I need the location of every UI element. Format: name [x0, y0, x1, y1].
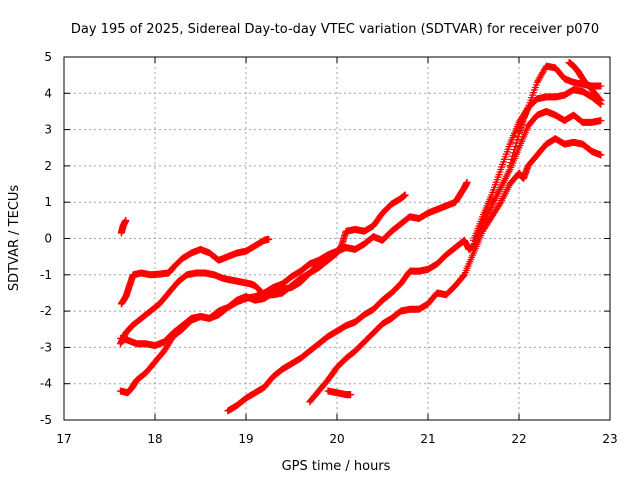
chart-title: Day 195 of 2025, Sidereal Day-to-day VTE… [71, 22, 599, 37]
x-tick-labels: 17 18 19 20 21 22 23 [56, 432, 617, 446]
y-tick-label: -3 [40, 340, 52, 354]
x-tick-label: 20 [329, 432, 344, 446]
x-tick-label: 21 [420, 432, 435, 446]
data-point [509, 152, 517, 160]
x-tick-label: 22 [511, 432, 526, 446]
series-track-8 [324, 387, 355, 399]
data-points [116, 58, 605, 415]
y-tick-labels: -5 -4 -3 -2 -1 0 1 2 3 4 5 [40, 50, 52, 427]
data-point [347, 391, 355, 399]
data-point [513, 136, 521, 144]
y-tick-label: 2 [44, 159, 52, 173]
data-point [510, 146, 518, 154]
series-track-3 [116, 191, 409, 348]
data-point [597, 117, 605, 125]
data-point [514, 132, 522, 140]
y-tick-label: 0 [44, 232, 52, 246]
y-tick-label: -1 [40, 268, 52, 282]
data-point [510, 149, 518, 157]
data-point [512, 139, 520, 147]
data-point [597, 97, 605, 105]
data-point [507, 159, 515, 167]
y-tick-label: 5 [44, 50, 52, 64]
series-track-11 [565, 58, 605, 105]
series-track-6 [224, 107, 605, 415]
data-point [597, 151, 605, 159]
y-tick-label: -5 [40, 413, 52, 427]
data-point [506, 162, 514, 170]
series-track-5 [116, 247, 341, 397]
series-track-7 [306, 135, 605, 406]
y-tick-label: 1 [44, 195, 52, 209]
data-point [511, 142, 519, 150]
data-point [508, 155, 516, 163]
data-point [596, 95, 604, 103]
data-point [122, 216, 130, 224]
series-track-4 [116, 178, 471, 350]
y-axis-label: SDTVAR / TECUs [7, 185, 22, 292]
data-point [265, 235, 273, 243]
x-tick-label: 17 [56, 432, 71, 446]
y-tick-label: -2 [40, 304, 52, 318]
x-tick-label: 19 [238, 432, 253, 446]
x-tick-label: 18 [147, 432, 162, 446]
series-track-10 [506, 62, 605, 170]
data-point [463, 178, 471, 186]
series-track-2 [117, 235, 273, 308]
y-tick-label: 3 [44, 123, 52, 137]
data-point [401, 191, 409, 199]
axis-ticks [63, 56, 611, 421]
y-tick-label: -4 [40, 377, 52, 391]
x-axis-label: GPS time / hours [282, 459, 391, 474]
data-point [333, 247, 341, 255]
series-track-1 [117, 216, 130, 237]
x-tick-label: 23 [602, 432, 617, 446]
y-tick-label: 4 [44, 86, 52, 100]
data-point [597, 82, 605, 90]
